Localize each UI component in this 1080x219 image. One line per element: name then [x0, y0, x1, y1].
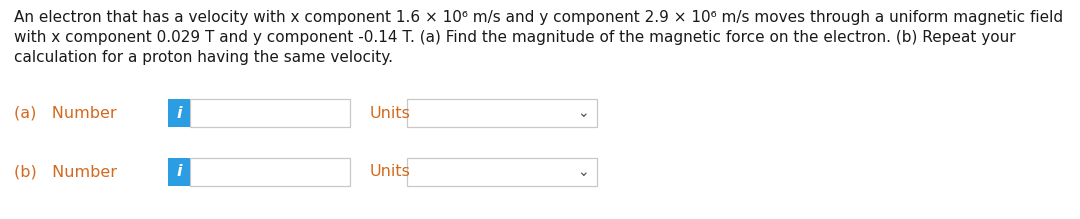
Text: (a)   Number: (a) Number — [14, 106, 117, 120]
Bar — [168, 99, 190, 127]
Text: Units: Units — [370, 164, 410, 180]
Bar — [168, 158, 190, 186]
Text: i: i — [176, 106, 181, 120]
Text: (b)   Number: (b) Number — [14, 164, 117, 180]
Text: ⌄: ⌄ — [578, 165, 589, 179]
Text: An electron that has a velocity with x component 1.6 × 10⁶ m/s and y component 2: An electron that has a velocity with x c… — [14, 10, 1063, 25]
Text: calculation for a proton having the same velocity.: calculation for a proton having the same… — [14, 50, 393, 65]
Bar — [407, 158, 597, 186]
Bar — [407, 99, 597, 127]
Text: i: i — [176, 164, 181, 180]
Text: with x component 0.029 T and y component -0.14 T. (a) Find the magnitude of the : with x component 0.029 T and y component… — [14, 30, 1015, 45]
Bar — [190, 99, 350, 127]
Text: Units: Units — [370, 106, 410, 120]
Bar — [190, 158, 350, 186]
Text: ⌄: ⌄ — [578, 106, 589, 120]
